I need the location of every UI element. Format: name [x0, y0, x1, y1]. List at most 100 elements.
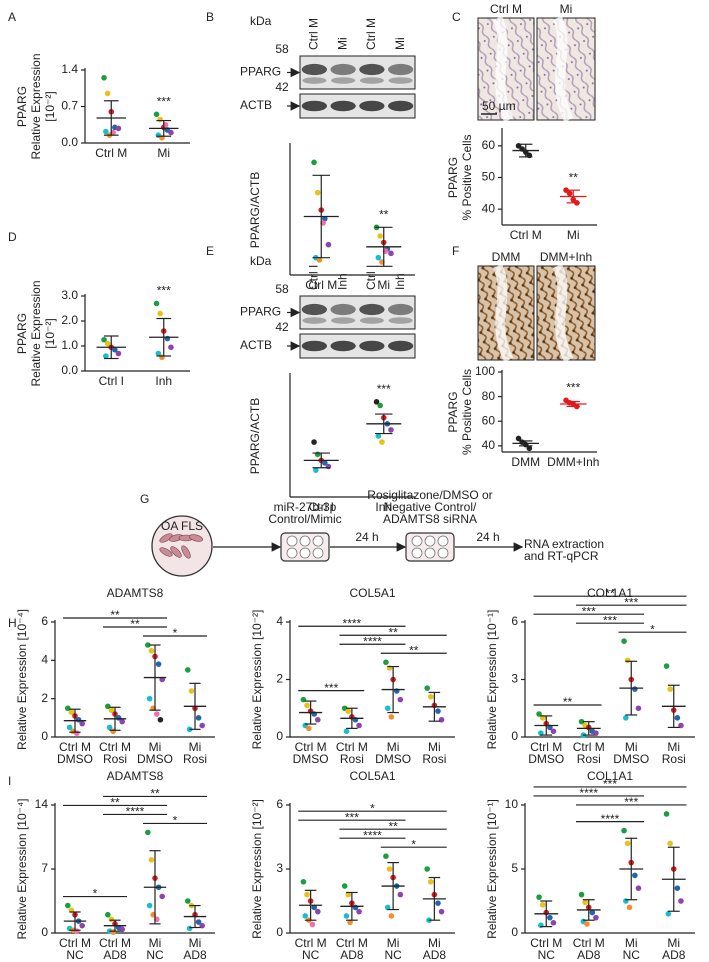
data-point	[103, 353, 109, 359]
error-bar	[375, 413, 393, 435]
blot-band	[359, 77, 384, 84]
x-tick-label: Ctrl M	[530, 936, 562, 950]
x-tick-label: Rosi	[103, 752, 127, 766]
cell	[181, 545, 191, 559]
significance-label: **	[110, 608, 120, 622]
data-point	[115, 125, 122, 132]
data-point	[345, 708, 352, 714]
x-tick-label: Ctrl M	[99, 936, 131, 950]
blot-band	[388, 77, 413, 84]
x-tick-label: AD8	[340, 948, 364, 962]
x-tick-label: DMSO	[137, 752, 173, 766]
x-tick-label: Ctrl M	[573, 936, 605, 950]
data-point	[106, 724, 113, 731]
chart-title: ADAMTS8	[107, 769, 164, 783]
chart-title: ADAMTS8	[107, 586, 164, 600]
data-point	[632, 686, 638, 692]
significance-label: ***	[603, 777, 617, 791]
panel-label: E	[206, 244, 214, 258]
data-point	[563, 187, 569, 193]
cells-label: OA FLS	[161, 519, 203, 533]
blot-band	[359, 63, 385, 76]
significance: ***	[157, 284, 171, 298]
panel-label: C	[452, 10, 461, 24]
significance-label: ***	[324, 681, 338, 695]
data-point	[375, 254, 382, 261]
data-point	[375, 433, 382, 439]
y-tick-label: 1.4	[61, 62, 78, 76]
x-tick-label: Rosi	[422, 752, 446, 766]
data-point	[566, 190, 573, 197]
data-point	[663, 811, 670, 817]
y-tick-label: 6	[276, 797, 283, 811]
blot-band	[330, 303, 356, 316]
protein-label: ACTB	[240, 98, 272, 112]
data-point	[316, 257, 323, 263]
error-bar	[519, 440, 533, 447]
y-axis-label: [10⁻²]	[43, 318, 57, 348]
blot-band	[301, 303, 328, 316]
readout-label: and RT-qPCR	[524, 549, 599, 563]
data-point	[112, 346, 118, 353]
blot-band	[301, 340, 328, 352]
y-axis-label: PPARG/ACTB	[248, 172, 262, 248]
x-tick-label: Mi	[377, 278, 390, 292]
y-axis-label: Relative Expression [10⁻²]	[250, 610, 264, 750]
data-point	[550, 728, 557, 735]
y-axis-label: PPARG/ACTB	[248, 398, 262, 474]
x-tick-label: Ctrl I	[99, 374, 124, 388]
y-tick-label: 7	[41, 861, 48, 875]
error-bar	[387, 861, 399, 911]
data-point	[68, 709, 75, 715]
y-axis-label: Relative Expression [10⁻²]	[250, 799, 264, 939]
significance-label: *	[411, 837, 416, 851]
x-tick-label: Ctrl M	[305, 278, 337, 292]
x-tick-label: AD8	[103, 948, 127, 962]
micrograph-caption: DMM+Inh	[540, 250, 592, 264]
data-point	[341, 883, 348, 889]
lane-label: Ctrl M	[364, 18, 378, 50]
data-point	[79, 720, 85, 727]
significance-label: *	[173, 814, 178, 828]
well	[299, 535, 311, 547]
y-tick-label: 0	[41, 729, 48, 743]
lane-label: Ctrl M	[307, 18, 321, 50]
panel-label: I	[8, 774, 11, 788]
significance-label: ****	[601, 812, 620, 826]
step-label: miR-27b-3p	[274, 500, 337, 514]
data-point	[667, 686, 673, 692]
blot-band	[388, 317, 413, 324]
data-point	[589, 909, 596, 916]
data-point	[343, 913, 350, 919]
y-tick-label: 0	[511, 925, 518, 939]
data-point	[322, 460, 328, 466]
blot-band	[359, 317, 384, 324]
blot-band	[330, 100, 356, 112]
error-bar	[625, 837, 638, 901]
error-bar	[312, 174, 330, 259]
lane-label: Mi	[335, 37, 349, 50]
data-point	[313, 467, 319, 473]
x-tick-label: NC	[538, 948, 556, 962]
significance-label: ***	[582, 604, 596, 618]
cell	[159, 533, 173, 543]
x-tick-label: Ctrl M	[336, 740, 368, 754]
data-point	[674, 715, 681, 721]
data-point	[185, 667, 191, 673]
y-axis-label: Relative Expression	[29, 280, 43, 386]
x-tick-label: Mi	[667, 740, 680, 754]
blot-band	[387, 63, 414, 76]
data-point	[199, 722, 205, 729]
well	[437, 547, 449, 559]
data-point	[345, 891, 352, 898]
data-point	[119, 926, 125, 933]
blot-band	[302, 317, 327, 324]
data-point	[438, 716, 445, 723]
data-point	[621, 827, 627, 834]
significance-label: ***	[345, 810, 359, 824]
data-point	[159, 893, 165, 900]
data-point	[79, 922, 85, 929]
data-point	[578, 718, 585, 725]
data-point	[384, 904, 391, 911]
